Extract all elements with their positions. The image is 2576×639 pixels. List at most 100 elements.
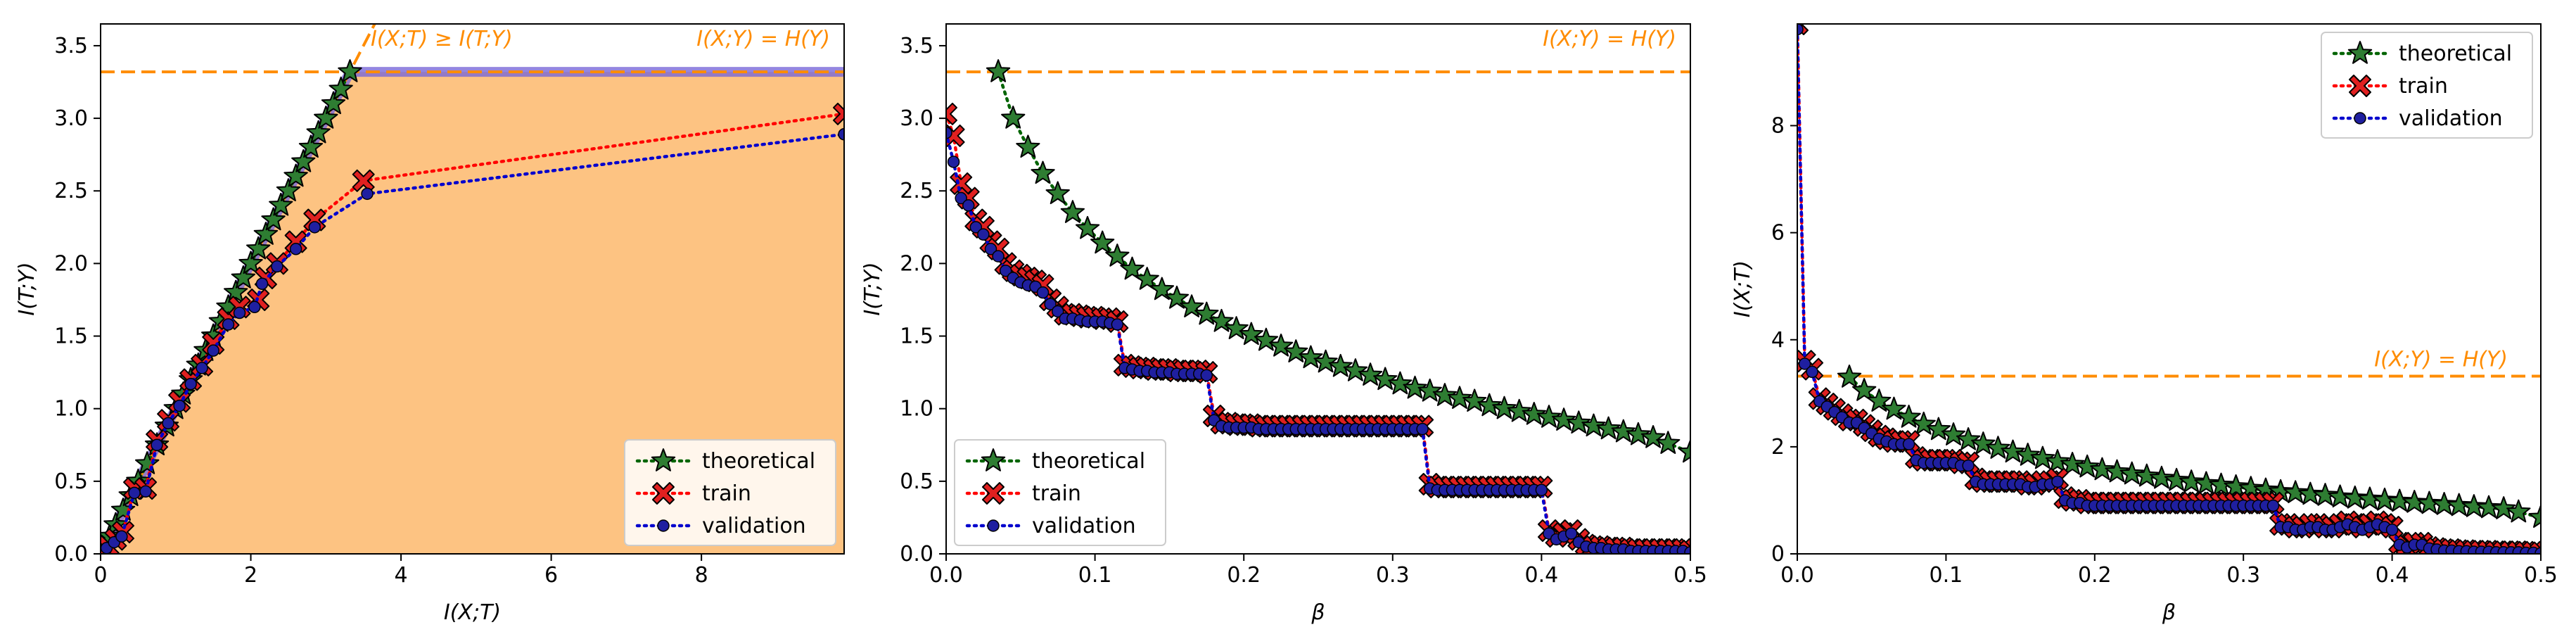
marker-theoretical (1388, 371, 1413, 395)
marker-theoretical (2342, 485, 2367, 509)
legend-box (954, 439, 1166, 546)
marker-theoretical (1581, 413, 1606, 437)
marker-theoretical (306, 120, 331, 144)
marker-theoretical (1358, 362, 1383, 386)
marker-theoretical (269, 192, 293, 216)
x-tick-label: 8 (695, 563, 708, 588)
x-tick-label: 0.4 (1525, 563, 1559, 588)
x-axis-label: β (2162, 600, 2176, 625)
marker-theoretical (1209, 308, 1234, 332)
marker-theoretical (1075, 215, 1100, 239)
marker-validation (128, 486, 141, 500)
marker-theoretical (1031, 160, 1055, 184)
legend-box (2321, 32, 2533, 139)
marker-validation (955, 191, 967, 205)
y-tick-label: 0.0 (54, 542, 88, 567)
marker-theoretical (2001, 439, 2025, 463)
marker-validation (115, 530, 128, 543)
marker-theoretical (1492, 396, 1517, 419)
marker-train (946, 102, 957, 125)
annotation-diagonal: I(X;T) ≥ I(T;Y) (371, 27, 513, 51)
marker-theoretical (1180, 294, 1204, 317)
marker-theoretical (2417, 491, 2442, 514)
series-markers-theoretical (986, 59, 1690, 463)
marker-theoretical (1060, 200, 1085, 223)
legend-label-validation: validation (2399, 106, 2503, 131)
y-tick-label: 1.5 (54, 324, 88, 349)
marker-theoretical (2372, 487, 2397, 511)
marker-theoretical (1090, 230, 1115, 254)
marker-theoretical (1432, 383, 1457, 406)
marker-validation (2266, 499, 2280, 512)
marker-theoretical (1507, 398, 1531, 422)
marker-validation (1200, 369, 1213, 381)
marker-theoretical (2492, 496, 2516, 519)
marker-validation (1902, 438, 1915, 450)
marker-theoretical (1867, 388, 1892, 412)
x-tick-label: 0.0 (1780, 563, 1814, 588)
marker-theoretical (1164, 285, 1190, 309)
marker-theoretical (2045, 449, 2070, 472)
marker-theoretical (1239, 322, 1263, 346)
plot-area (946, 59, 1690, 554)
marker-validation (255, 277, 269, 291)
marker-validation (139, 485, 152, 498)
x-axis-label: I(X;T) (444, 600, 501, 625)
marker-validation (1416, 422, 1429, 436)
marker-theoretical (2194, 471, 2219, 495)
legend-label-theoretical: theoretical (1032, 449, 1145, 474)
marker-train (833, 102, 844, 125)
marker-theoretical (1852, 378, 1877, 401)
marker-theoretical (291, 149, 316, 172)
marker-theoretical (1417, 378, 1442, 402)
marker-theoretical (246, 236, 271, 260)
marker-theoretical (1447, 386, 1472, 409)
marker-theoretical (2432, 492, 2456, 515)
marker-theoretical (2461, 494, 2486, 517)
legend-label-theoretical: theoretical (702, 449, 815, 474)
y-axis-label: I(X;T) (1730, 260, 1755, 317)
x-tick-label: 0.0 (929, 563, 963, 588)
marker-theoretical (2090, 457, 2115, 481)
marker-theoretical (2179, 469, 2204, 493)
marker-validation (999, 264, 1012, 277)
marker-theoretical (1971, 431, 1996, 455)
legend: theoretical train validation (2321, 32, 2533, 139)
y-tick-label: 6 (1771, 221, 1785, 246)
marker-theoretical (2209, 472, 2233, 496)
marker-theoretical (1640, 425, 1666, 448)
y-tick-label: 1.5 (900, 324, 933, 349)
x-tick-label: 0.3 (2226, 563, 2260, 588)
marker-validation (162, 417, 174, 430)
legend-marker-validation (657, 519, 670, 532)
marker-theoretical (2387, 488, 2412, 512)
marker-theoretical (135, 451, 160, 474)
marker-validation (1111, 318, 1124, 331)
marker-theoretical (2283, 480, 2308, 503)
legend-label-theoretical: theoretical (2399, 42, 2512, 66)
legend-marker-theoretical (981, 448, 1006, 472)
axes-frame (1797, 23, 2542, 555)
marker-theoretical (1986, 436, 2010, 459)
annotation-hy: I(X;Y) = H(Y) (2374, 347, 2508, 372)
x-tick-label: 0.5 (2524, 563, 2558, 588)
y-tick-label: 2 (1771, 435, 1785, 460)
marker-theoretical (2164, 467, 2189, 491)
y-tick-label: 3.0 (54, 106, 88, 131)
marker-validation (308, 221, 321, 234)
marker-validation (1798, 358, 1811, 370)
annotation-hy: I(X;Y) = H(Y) (1543, 27, 1676, 51)
marker-theoretical (1268, 334, 1294, 357)
x-tick-label: 0.1 (1930, 563, 1963, 588)
marker-theoretical (1536, 405, 1562, 428)
marker-theoretical (2224, 474, 2248, 498)
plot-area (101, 24, 844, 554)
x-axis-label: β (1311, 600, 1325, 625)
marker-theoretical (1837, 365, 1862, 388)
series-line-theoretical (996, 70, 1690, 454)
marker-validation (271, 260, 283, 273)
marker-theoretical (261, 207, 286, 231)
series-markers-validation (101, 128, 844, 554)
marker-validation (1051, 305, 1064, 318)
